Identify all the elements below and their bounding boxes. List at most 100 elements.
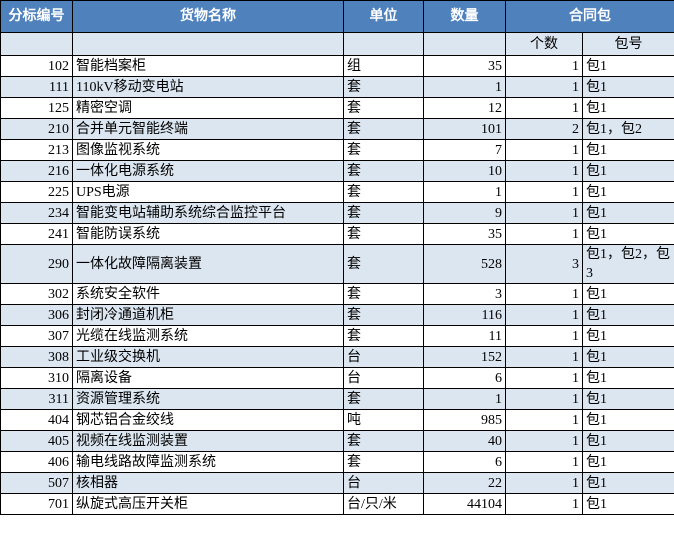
header-row-secondary: 个数 包号 (0, 32, 674, 56)
cell-quantity: 116 (423, 304, 506, 326)
cell-package-count: 1 (505, 472, 583, 494)
cell-goods-name: 精密空调 (72, 97, 344, 119)
cell-bid-no: 310 (0, 367, 73, 389)
cell-quantity: 44104 (423, 493, 506, 515)
cell-goods-name: 智能变电站辅助系统综合监控平台 (72, 202, 344, 224)
cell-package-no: 包1 (582, 451, 674, 473)
cell-unit: 吨 (343, 409, 424, 431)
column-header-bid-no: 分标编号 (0, 0, 73, 33)
table-row: 302 系统安全软件套 3 1 包1 (0, 283, 674, 305)
cell-bid-no: 216 (0, 160, 73, 182)
cell-unit: 套 (343, 76, 424, 98)
table-row: 405 视频在线监测装置套 40 1 包1 (0, 430, 674, 452)
column-header-package-count: 个数 (505, 32, 583, 56)
table-row: 308 工业级交换机台 152 1 包1 (0, 346, 674, 368)
cell-bid-no: 102 (0, 55, 73, 77)
cell-package-count: 1 (505, 202, 583, 224)
cell-goods-name: 合并单元智能终端 (72, 118, 344, 140)
cell-package-no: 包1，包2 (582, 118, 674, 140)
table-row: 507 核相器台 22 1 包1 (0, 472, 674, 494)
cell-package-count: 1 (505, 223, 583, 245)
cell-bid-no: 241 (0, 223, 73, 245)
cell-package-no: 包1 (582, 493, 674, 515)
cell-unit: 套 (343, 325, 424, 347)
column-header-contract-package: 合同包 (505, 0, 674, 33)
cell-package-count: 1 (505, 283, 583, 305)
subheader-empty-cell (72, 32, 344, 56)
cell-quantity: 152 (423, 346, 506, 368)
cell-goods-name: 视频在线监测装置 (72, 430, 344, 452)
cell-quantity: 9 (423, 202, 506, 224)
cell-bid-no: 507 (0, 472, 73, 494)
cell-goods-name: 封闭冷通道机柜 (72, 304, 344, 326)
cell-unit: 套 (343, 118, 424, 140)
cell-quantity: 985 (423, 409, 506, 431)
cell-quantity: 1 (423, 388, 506, 410)
cell-bid-no: 225 (0, 181, 73, 203)
cell-bid-no: 290 (0, 244, 73, 284)
cell-goods-name: UPS电源 (72, 181, 344, 203)
cell-unit: 套 (343, 304, 424, 326)
subheader-empty-cell (423, 32, 506, 56)
cell-bid-no: 234 (0, 202, 73, 224)
cell-package-count: 1 (505, 346, 583, 368)
column-header-goods-name: 货物名称 (72, 0, 344, 33)
cell-bid-no: 406 (0, 451, 73, 473)
cell-quantity: 6 (423, 367, 506, 389)
cell-unit: 套 (343, 244, 424, 284)
cell-bid-no: 210 (0, 118, 73, 140)
cell-quantity: 7 (423, 139, 506, 161)
cell-package-count: 1 (505, 388, 583, 410)
cell-goods-name: 图像监视系统 (72, 139, 344, 161)
cell-bid-no: 308 (0, 346, 73, 368)
table-row: 213 图像监视系统套 7 1 包1 (0, 139, 674, 161)
table-row: 225 UPS电源套 1 1 包1 (0, 181, 674, 203)
cell-unit: 套 (343, 451, 424, 473)
cell-quantity: 1 (423, 181, 506, 203)
cell-bid-no: 307 (0, 325, 73, 347)
cell-quantity: 22 (423, 472, 506, 494)
cell-bid-no: 302 (0, 283, 73, 305)
cell-package-no: 包1 (582, 472, 674, 494)
goods-table: 分标编号 货物名称 单位 数量 合同包 个数 包号 102 智能档案柜组 35 1 包1… (0, 0, 674, 515)
cell-package-no: 包1 (582, 367, 674, 389)
table-row: 102 智能档案柜组 35 1 包1 (0, 55, 674, 77)
cell-quantity: 12 (423, 97, 506, 119)
cell-package-no: 包1 (582, 325, 674, 347)
table-row: 290 一体化故障隔离装置套 528 3 包1，包2，包3 (0, 244, 674, 284)
table-row: 216 一体化电源系统套 10 1 包1 (0, 160, 674, 182)
column-header-package-no: 包号 (582, 32, 674, 56)
cell-package-count: 1 (505, 304, 583, 326)
cell-package-no: 包1 (582, 139, 674, 161)
cell-quantity: 101 (423, 118, 506, 140)
table-row: 111 110kV移动变电站套 1 1 包1 (0, 76, 674, 98)
cell-unit: 套 (343, 160, 424, 182)
cell-package-count: 2 (505, 118, 583, 140)
cell-goods-name: 光缆在线监测系统 (72, 325, 344, 347)
cell-package-count: 1 (505, 76, 583, 98)
cell-bid-no: 405 (0, 430, 73, 452)
cell-quantity: 35 (423, 223, 506, 245)
cell-package-no: 包1 (582, 97, 674, 119)
cell-bid-no: 404 (0, 409, 73, 431)
cell-unit: 套 (343, 223, 424, 245)
cell-goods-name: 一体化故障隔离装置 (72, 244, 344, 284)
cell-unit: 套 (343, 388, 424, 410)
cell-goods-name: 系统安全软件 (72, 283, 344, 305)
cell-quantity: 528 (423, 244, 506, 284)
cell-package-no: 包1 (582, 55, 674, 77)
cell-package-no: 包1 (582, 76, 674, 98)
cell-package-no: 包1 (582, 181, 674, 203)
cell-package-count: 3 (505, 244, 583, 284)
table-row: 307 光缆在线监测系统套 11 1 包1 (0, 325, 674, 347)
cell-unit: 套 (343, 202, 424, 224)
cell-quantity: 35 (423, 55, 506, 77)
cell-package-count: 1 (505, 97, 583, 119)
cell-quantity: 11 (423, 325, 506, 347)
cell-unit: 套 (343, 430, 424, 452)
column-header-unit: 单位 (343, 0, 424, 33)
cell-goods-name: 智能档案柜 (72, 55, 344, 77)
cell-goods-name: 工业级交换机 (72, 346, 344, 368)
cell-package-count: 1 (505, 430, 583, 452)
